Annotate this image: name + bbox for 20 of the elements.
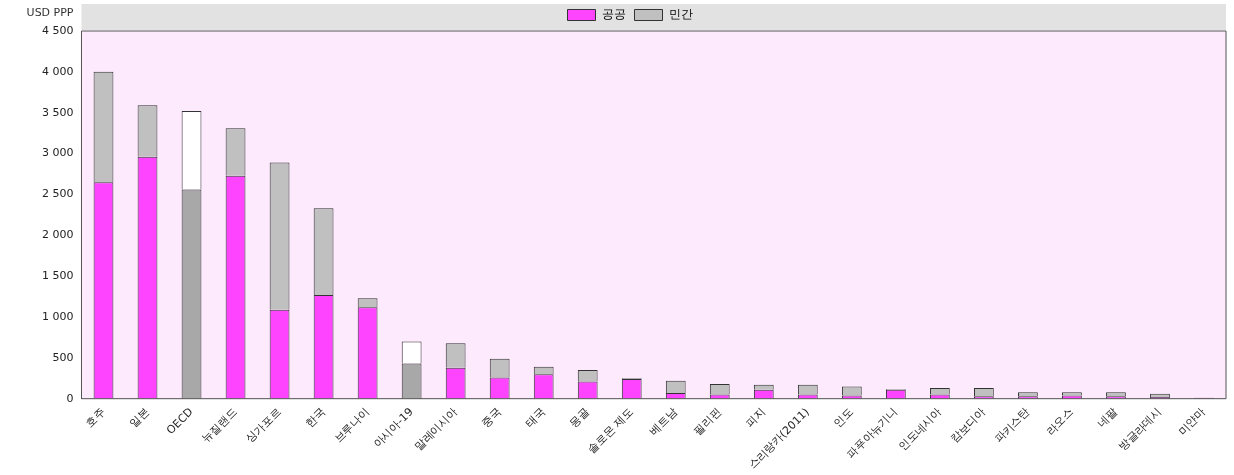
y-tick-label: 500 (52, 350, 74, 364)
y-tick-label: 3 500 (41, 105, 74, 119)
y-tick-label: 4 500 (41, 23, 74, 37)
x-tick-label: 태국 (523, 405, 548, 431)
x-tick-label: 한국 (302, 405, 328, 431)
y-tick-label: 4 000 (41, 64, 74, 78)
y-tick-label: 1 000 (41, 309, 74, 323)
y-tick-label: 2 000 (41, 228, 74, 242)
x-tick-label: 호주 (82, 405, 108, 431)
legend-label: 공공 (601, 7, 626, 22)
x-tick-label: 네팔 (1095, 405, 1121, 431)
x-tick-label: 중국 (479, 405, 504, 431)
y-tick-label: 1 500 (41, 268, 74, 282)
y-tick-label: 0 (66, 391, 74, 405)
legend-label: 민간 (668, 7, 693, 22)
y-axis-title: USD PPP (26, 6, 74, 20)
x-tick-label: 일본 (126, 405, 152, 431)
x-tick-label: 몽골 (567, 405, 592, 431)
y-tick-label: 3 000 (41, 146, 74, 160)
y-tick-label: 2 500 (41, 187, 74, 201)
